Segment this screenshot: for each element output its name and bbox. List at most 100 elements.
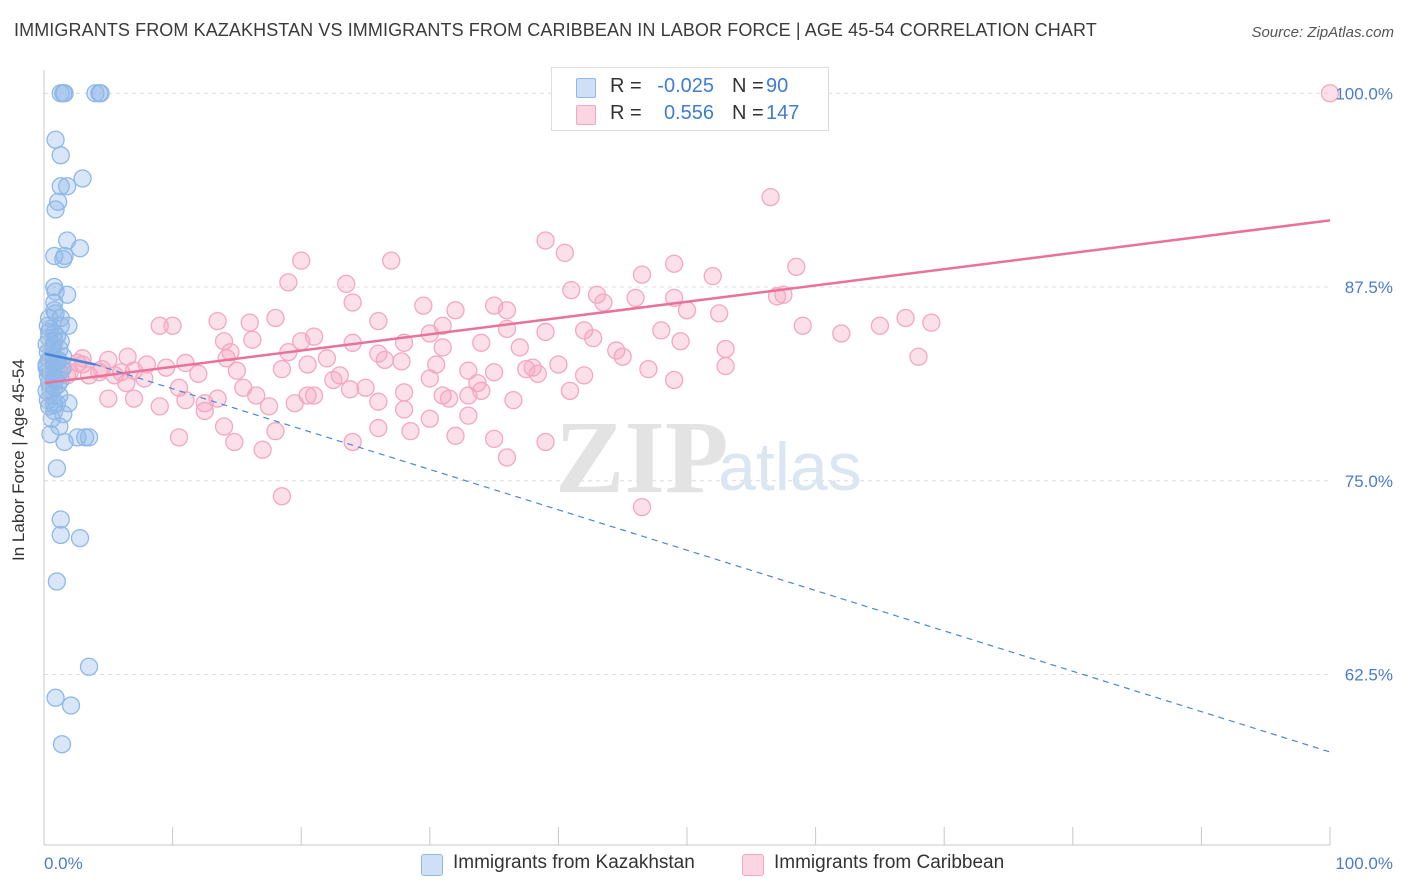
point-caribbean: [324, 370, 343, 390]
point-caribbean: [401, 421, 420, 441]
source-label: Source: ZipAtlas.com: [1251, 24, 1394, 41]
point-caribbean: [472, 333, 491, 352]
point-caribbean: [549, 355, 568, 374]
point-caribbean: [272, 359, 292, 379]
point-caribbean: [266, 421, 285, 441]
point-kazakhstan: [48, 375, 68, 394]
point-caribbean: [716, 339, 735, 359]
x-tick-label: 0.0%: [44, 854, 83, 873]
bottom-legend-swatch-blue: [421, 854, 443, 876]
point-caribbean: [195, 401, 214, 421]
point-caribbean: [710, 304, 729, 323]
point-caribbean: [528, 364, 547, 383]
trend-line-kazakhstan: [43, 352, 96, 366]
point-kazakhstan: [52, 359, 72, 379]
point-caribbean: [420, 369, 439, 388]
point-caribbean: [761, 187, 780, 207]
point-caribbean: [163, 316, 182, 335]
point-caribbean: [369, 392, 388, 411]
point-caribbean: [562, 280, 581, 300]
bottom-legend-swatch-pink: [742, 854, 764, 876]
point-caribbean: [279, 273, 298, 292]
point-caribbean: [266, 308, 285, 328]
point-caribbean: [285, 394, 304, 413]
y-tick-label: 87.5%: [1345, 278, 1393, 297]
legend-r-value: 0.556: [663, 102, 714, 124]
point-caribbean: [793, 316, 812, 335]
point-caribbean: [594, 293, 613, 312]
point-caribbean: [446, 301, 465, 320]
point-caribbean: [124, 389, 144, 408]
point-caribbean: [613, 347, 632, 366]
point-caribbean: [240, 313, 259, 332]
point-kazakhstan: [73, 169, 92, 188]
tick-labels: 62.5% 75.0% 87.5% 100.0% 0.0% 100.0%: [44, 84, 1393, 873]
point-caribbean: [243, 330, 262, 349]
point-caribbean: [632, 265, 652, 284]
point-caribbean: [337, 274, 356, 294]
point-kazakhstan: [46, 200, 65, 219]
point-caribbean: [484, 363, 504, 382]
point-kazakhstan: [86, 84, 105, 103]
point-caribbean: [272, 487, 292, 506]
point-caribbean: [253, 440, 272, 459]
point-kazakhstan: [51, 177, 70, 196]
legend-n-value: 147: [766, 102, 800, 124]
point-caribbean: [369, 311, 388, 331]
point-kazakhstan: [59, 316, 78, 335]
point-caribbean: [664, 254, 684, 273]
x-tick-label: 100.0%: [1335, 854, 1393, 873]
point-caribbean: [574, 366, 594, 385]
point-caribbean: [356, 378, 375, 397]
y-tick-label: 100.0%: [1335, 84, 1393, 103]
point-caribbean: [639, 359, 658, 379]
point-caribbean: [560, 381, 580, 401]
bottom-legend-label: Immigrants from Kazakhstan: [453, 852, 695, 873]
y-tick-label: 75.0%: [1345, 472, 1393, 491]
point-caribbean: [304, 327, 324, 346]
trend-lines: [43, 219, 1331, 753]
point-kazakhstan: [43, 336, 63, 356]
point-caribbean: [439, 389, 459, 408]
point-caribbean: [626, 288, 645, 308]
point-caribbean: [632, 497, 652, 517]
legend-swatch-pink: [576, 105, 596, 125]
point-caribbean: [468, 373, 487, 393]
point-caribbean: [536, 322, 555, 342]
point-kazakhstan: [51, 525, 70, 545]
point-kazakhstan: [41, 425, 60, 444]
point-kazakhstan: [54, 249, 73, 269]
watermark-zip: ZIP: [555, 400, 728, 515]
legend-r-label: R =: [610, 75, 642, 97]
y-axis-label: In Labor Force | Age 45-54: [9, 359, 28, 561]
point-caribbean: [446, 426, 465, 445]
point-caribbean: [343, 293, 362, 312]
point-caribbean: [317, 349, 337, 368]
point-caribbean: [459, 406, 478, 425]
axes: [43, 70, 1331, 846]
correlation-legend: R = -0.025 N = 90 R = 0.556 N = 147: [551, 67, 829, 131]
point-caribbean: [208, 389, 227, 408]
point-kazakhstan: [46, 130, 65, 149]
point-caribbean: [208, 311, 227, 331]
point-caribbean: [375, 350, 394, 370]
data-points: [37, 84, 1340, 754]
point-caribbean: [583, 328, 603, 348]
point-caribbean: [504, 390, 523, 410]
legend-n-label: N =: [732, 102, 764, 124]
point-caribbean: [703, 266, 722, 286]
point-caribbean: [870, 316, 890, 335]
point-kazakhstan: [70, 528, 90, 548]
point-caribbean: [652, 321, 671, 340]
point-caribbean: [555, 243, 574, 263]
point-caribbean: [247, 386, 266, 405]
point-kazakhstan: [59, 394, 78, 413]
point-caribbean: [382, 251, 401, 270]
point-caribbean: [259, 397, 279, 416]
legend-swatch-blue: [576, 78, 596, 98]
point-kazakhstan: [47, 459, 67, 478]
point-caribbean: [169, 428, 189, 447]
chart-title: IMMIGRANTS FROM KAZAKHSTAN VS IMMIGRANTS…: [14, 20, 1097, 40]
point-caribbean: [343, 432, 362, 452]
